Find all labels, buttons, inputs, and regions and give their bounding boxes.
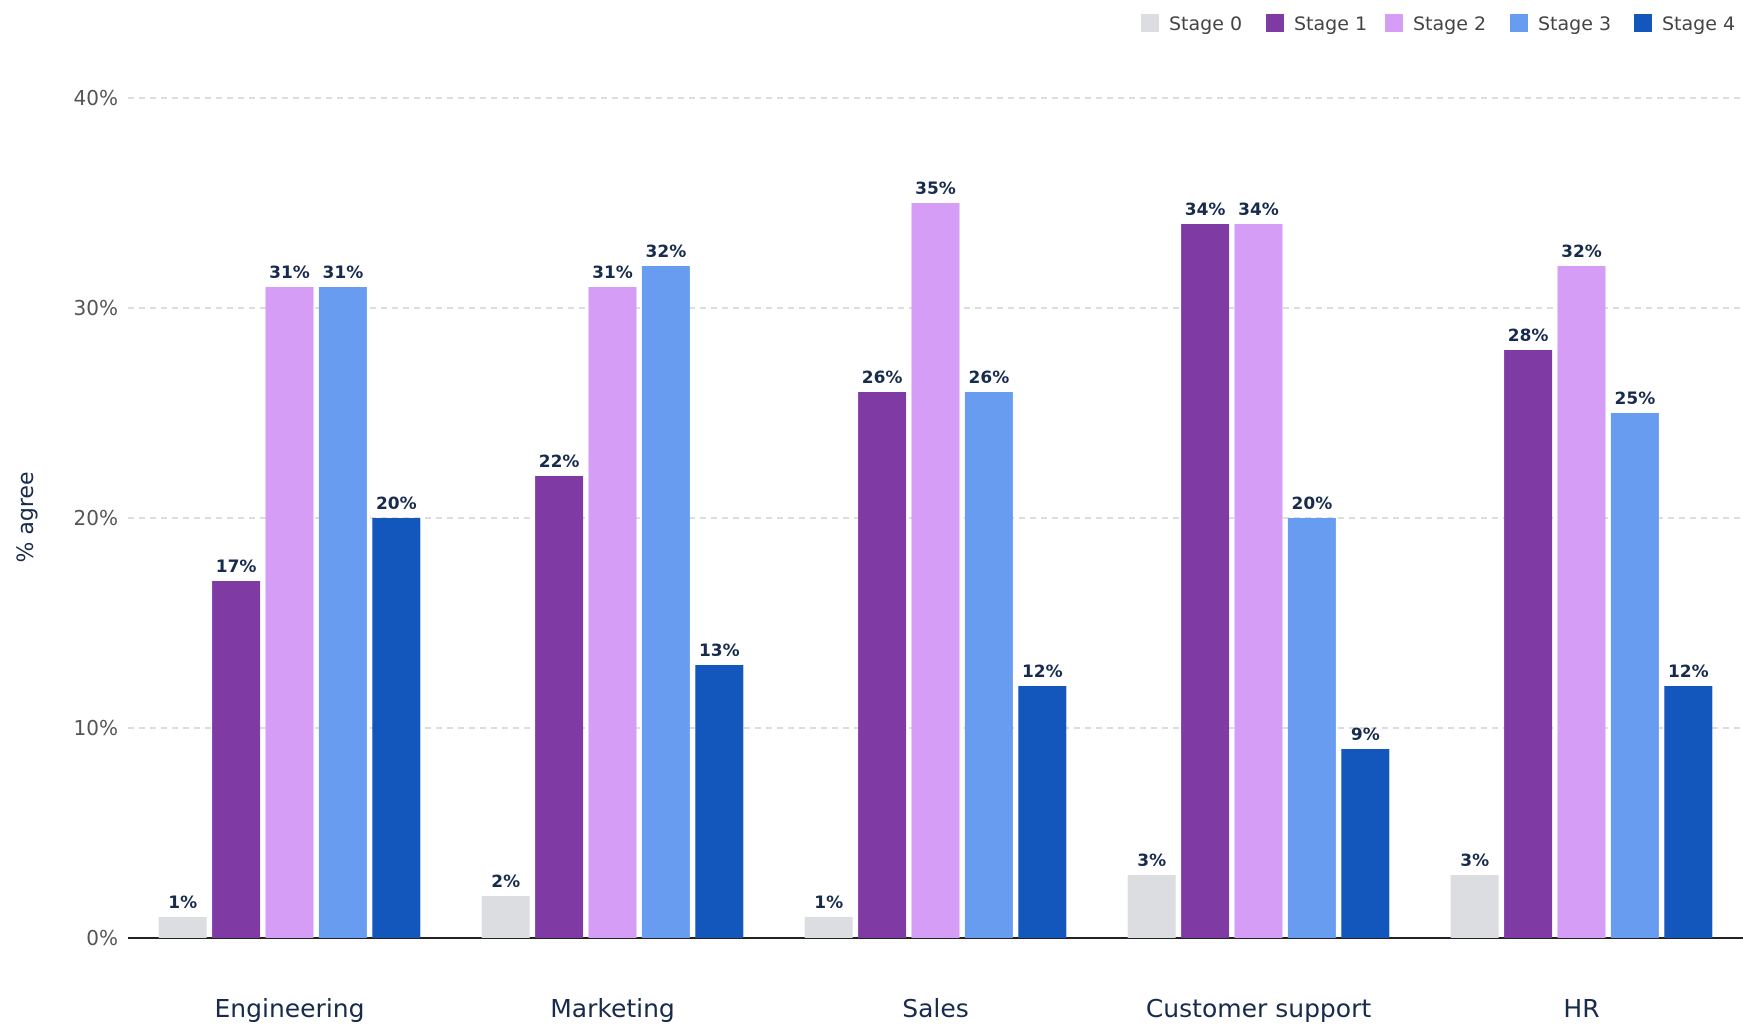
bar bbox=[1504, 350, 1553, 938]
data-labels: 1% 17% 31% 31% 20% 2% 22% 31% 32% 13% 1% 26% 35% 26% 1… bbox=[168, 179, 1708, 913]
y-tick-label: 10% bbox=[74, 716, 118, 740]
bar-value-label: 20% bbox=[376, 494, 417, 514]
x-category-label: HR bbox=[1563, 994, 1599, 1023]
bar bbox=[1557, 266, 1606, 938]
bar-value-label: 2% bbox=[491, 872, 520, 892]
bar-value-label: 34% bbox=[1238, 200, 1279, 220]
bar-value-label: 13% bbox=[699, 641, 740, 661]
bar bbox=[318, 287, 367, 938]
bar bbox=[1610, 413, 1659, 938]
bar bbox=[1341, 749, 1390, 938]
bar bbox=[158, 917, 207, 938]
bar-value-label: 26% bbox=[969, 368, 1010, 388]
legend-label: Stage 0 bbox=[1169, 13, 1242, 35]
legend-swatch bbox=[1634, 14, 1652, 32]
bar bbox=[1287, 518, 1336, 938]
bar bbox=[911, 203, 960, 938]
bar-value-label: 22% bbox=[539, 452, 580, 472]
bar bbox=[265, 287, 314, 938]
bar-value-label: 31% bbox=[592, 263, 633, 283]
bar-value-label: 12% bbox=[1022, 662, 1063, 682]
legend-swatch bbox=[1141, 14, 1159, 32]
bar bbox=[212, 581, 261, 938]
y-tick-label: 0% bbox=[86, 926, 118, 950]
bar bbox=[964, 392, 1013, 938]
bar-value-label: 31% bbox=[323, 263, 364, 283]
bar-value-label: 28% bbox=[1508, 326, 1549, 346]
bar-value-label: 31% bbox=[269, 263, 310, 283]
bars bbox=[158, 203, 1713, 938]
x-category-label: Engineering bbox=[215, 994, 365, 1023]
bar-value-label: 32% bbox=[646, 242, 687, 262]
x-category-label: Marketing bbox=[550, 994, 675, 1023]
bar-value-label: 20% bbox=[1292, 494, 1333, 514]
bar-value-label: 35% bbox=[915, 179, 956, 199]
bar bbox=[1450, 875, 1499, 938]
x-category-label: Sales bbox=[902, 994, 969, 1023]
y-tick-label: 40% bbox=[74, 86, 118, 110]
legend-swatch bbox=[1510, 14, 1528, 32]
legend-label: Stage 2 bbox=[1413, 13, 1486, 35]
y-tick-label: 30% bbox=[74, 296, 118, 320]
y-axis-title: % agree bbox=[14, 472, 39, 563]
bar bbox=[1127, 875, 1176, 938]
bar bbox=[372, 518, 421, 938]
bar-value-label: 1% bbox=[814, 893, 843, 913]
legend-label: Stage 4 bbox=[1662, 13, 1735, 35]
bar bbox=[804, 917, 853, 938]
bar bbox=[535, 476, 584, 938]
y-axis: 0% 10% 20% 30% 40% bbox=[74, 86, 118, 950]
x-category-label: Customer support bbox=[1146, 994, 1372, 1023]
y-tick-label: 20% bbox=[74, 506, 118, 530]
bar bbox=[1181, 224, 1230, 938]
bar bbox=[1234, 224, 1283, 938]
bar bbox=[695, 665, 744, 938]
bar-value-label: 34% bbox=[1185, 200, 1226, 220]
bar-value-label: 3% bbox=[1137, 851, 1166, 871]
bar-value-label: 32% bbox=[1561, 242, 1602, 262]
bar-value-label: 17% bbox=[216, 557, 257, 577]
bar-value-label: 1% bbox=[168, 893, 197, 913]
bar bbox=[1018, 686, 1067, 938]
legend-label: Stage 1 bbox=[1294, 13, 1367, 35]
bar-value-label: 26% bbox=[862, 368, 903, 388]
bar bbox=[481, 896, 530, 938]
x-axis: Engineering Marketing Sales Customer suppor… bbox=[215, 994, 1600, 1023]
bar-value-label: 25% bbox=[1615, 389, 1656, 409]
bar bbox=[588, 287, 637, 938]
bar-value-label: 3% bbox=[1460, 851, 1489, 871]
legend-swatch bbox=[1266, 14, 1284, 32]
bar-value-label: 9% bbox=[1351, 725, 1380, 745]
legend-swatch bbox=[1385, 14, 1403, 32]
bar bbox=[858, 392, 907, 938]
legend-label: Stage 3 bbox=[1538, 13, 1611, 35]
bar bbox=[641, 266, 690, 938]
bar-value-label: 12% bbox=[1668, 662, 1709, 682]
bar bbox=[1664, 686, 1713, 938]
legend: Stage 0 Stage 1 Stage 2 Stage 3 Stage 4 bbox=[1141, 13, 1735, 35]
